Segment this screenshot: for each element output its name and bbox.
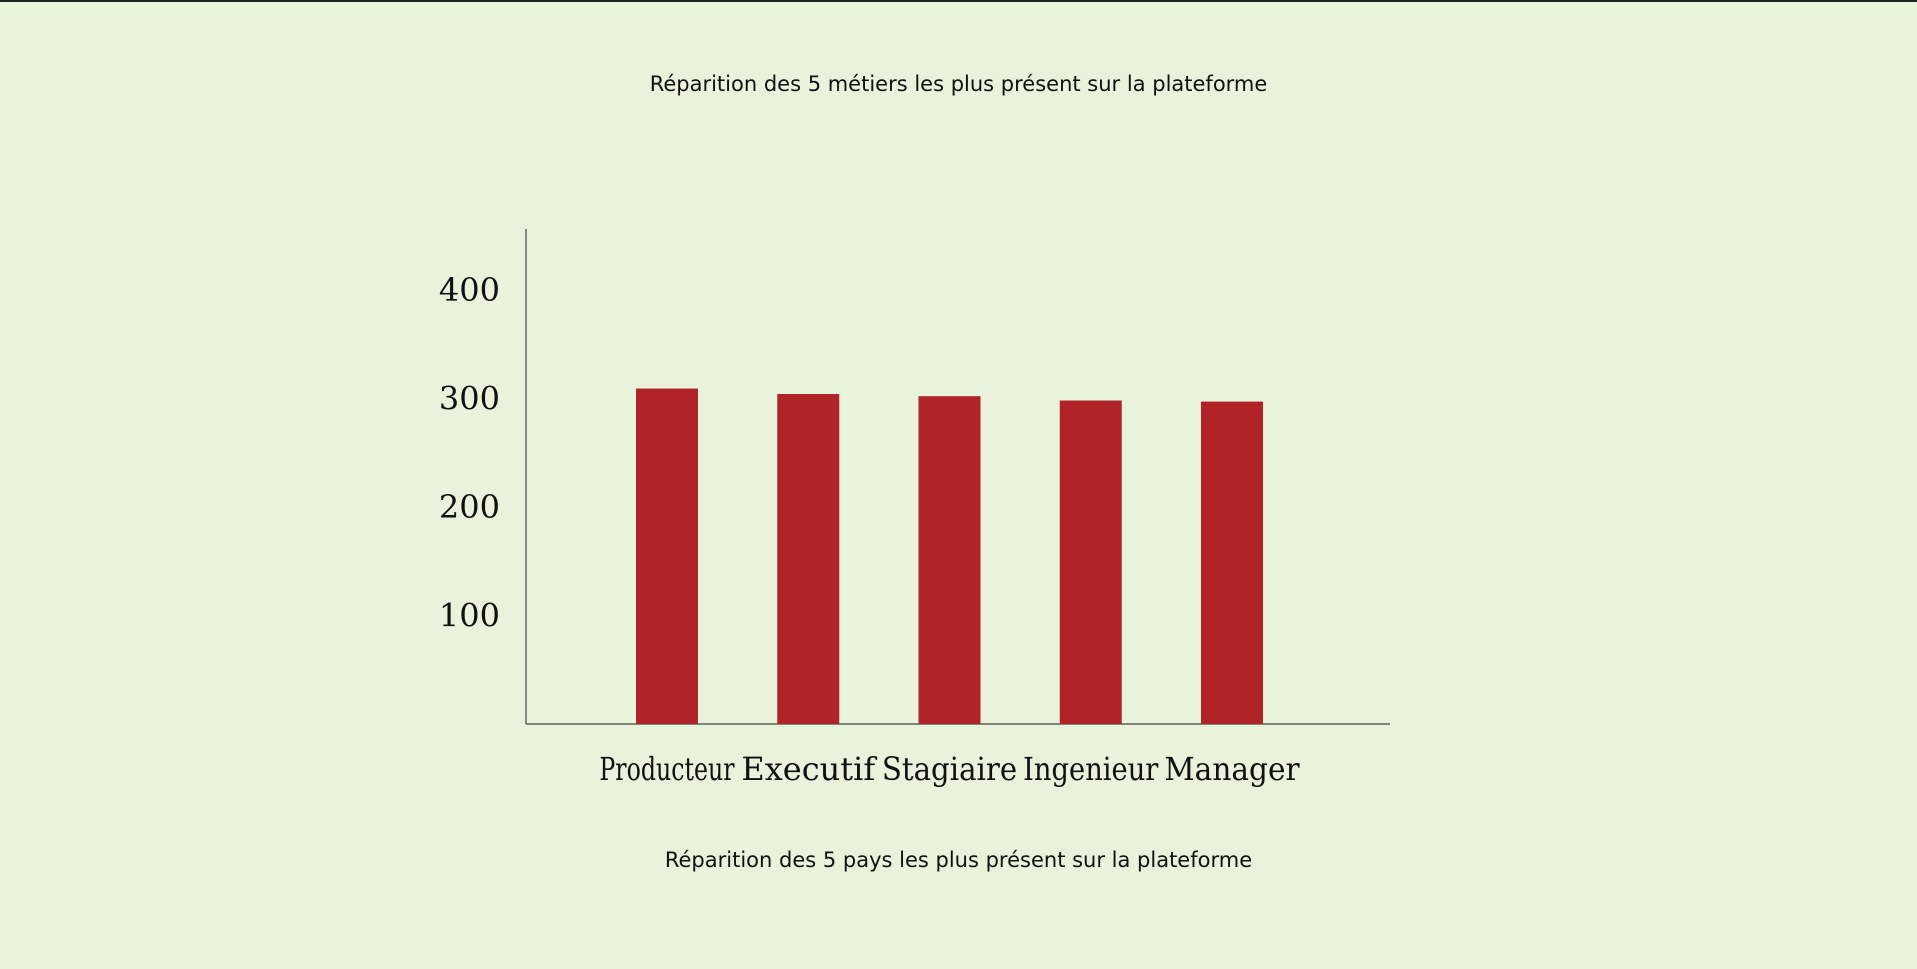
chart-title: Réparition des 5 métiers les plus présen… (649, 72, 1268, 96)
y-tick-label: 200 (439, 488, 500, 526)
bar-executif (777, 394, 840, 724)
next-section-title: Réparition des 5 pays les plus présent s… (664, 848, 1253, 872)
y-tick-labels: 100 200 300 400 (439, 271, 500, 635)
category-label: Manager (1164, 750, 1300, 788)
category-label: Ingenieur (1023, 750, 1159, 788)
top-border (0, 0, 1917, 2)
bars (636, 388, 1263, 724)
bar-manager (1201, 401, 1263, 724)
bar-chart: 100 200 300 400 Producteur Executif Stagiaire… (439, 229, 1390, 788)
y-tick-label: 300 (439, 379, 500, 417)
bar-stagiaire (918, 396, 981, 724)
bar-ingenieur (1059, 400, 1122, 724)
category-label: Executif (741, 750, 877, 788)
category-label: Producteur (599, 750, 735, 788)
bar-producteur (636, 388, 698, 724)
category-label: Stagiaire (882, 750, 1017, 788)
y-tick-label: 400 (439, 271, 500, 309)
category-labels: Producteur Executif Stagiaire Ingenieur Mana… (599, 750, 1300, 788)
y-tick-label: 100 (439, 596, 500, 634)
